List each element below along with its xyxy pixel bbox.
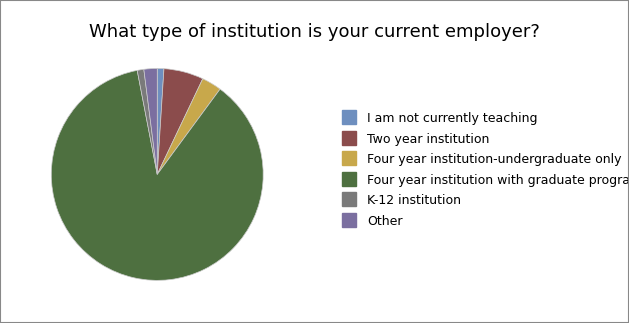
Wedge shape	[157, 69, 203, 174]
Wedge shape	[52, 70, 263, 280]
Wedge shape	[157, 79, 220, 174]
Wedge shape	[157, 68, 164, 174]
Text: 86%: 86%	[106, 280, 132, 290]
Text: 1%: 1%	[161, 56, 180, 66]
Text: 1%: 1%	[121, 57, 140, 68]
Text: 6%: 6%	[186, 60, 204, 70]
Wedge shape	[144, 68, 157, 174]
Wedge shape	[137, 69, 157, 174]
Text: 3%: 3%	[216, 72, 234, 82]
Text: 2%: 2%	[131, 56, 150, 66]
Text: What type of institution is your current employer?: What type of institution is your current…	[89, 23, 540, 41]
Legend: I am not currently teaching, Two year institution, Four year institution-undergr: I am not currently teaching, Two year in…	[336, 105, 629, 234]
